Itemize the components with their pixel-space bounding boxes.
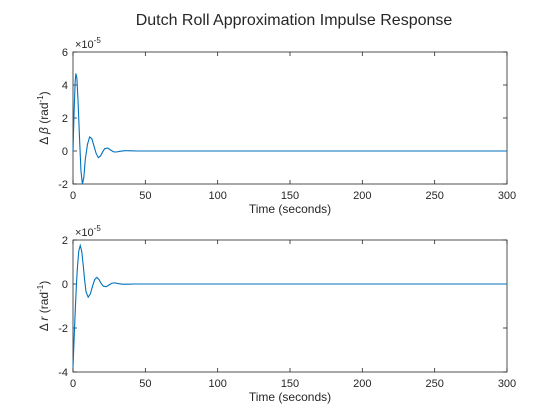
y-scale-label: ×10-5 (75, 36, 101, 51)
x-tick-label: 150 (281, 190, 299, 202)
y-tick-label: 0 (62, 146, 68, 158)
x-tick-label: 150 (281, 378, 299, 390)
x-tick-label: 200 (353, 190, 371, 202)
x-tick-label: 50 (139, 190, 151, 202)
x-tick-label: 250 (425, 190, 443, 202)
y-axis-label: Δ r (rad-1) (36, 281, 51, 332)
panel-2: 0 50 100 150 200 250 300 -4 -2 0 2 ×10-5 Time (secon… (36, 224, 516, 404)
x-tick-label: 250 (425, 378, 443, 390)
x-tick-label: 0 (70, 190, 76, 202)
x-tick-label: 300 (498, 378, 516, 390)
y-scale-label: ×10-5 (75, 224, 101, 239)
x-tick-label: 200 (353, 378, 371, 390)
plot-area (72, 51, 508, 185)
y-tick-label: 0 (62, 279, 68, 291)
chart-title: Dutch Roll Approximation Impulse Respons… (136, 12, 453, 29)
y-tick-label: -4 (58, 367, 68, 379)
y-tick-label: 2 (62, 235, 68, 247)
x-tick-label: 100 (208, 378, 226, 390)
y-axis-label: Δ β (rad-1) (36, 91, 51, 144)
x-tick-label: 100 (208, 190, 226, 202)
x-tick-label: 300 (498, 190, 516, 202)
x-tick-label: 0 (70, 378, 76, 390)
y-tick-label: -2 (58, 323, 68, 335)
plot-area (72, 239, 508, 373)
x-axis-label: Time (seconds) (249, 202, 331, 216)
y-tick-label: 2 (62, 113, 68, 125)
y-tick-label: -2 (58, 179, 68, 191)
series-line (72, 73, 507, 185)
x-axis-label: Time (seconds) (249, 390, 331, 404)
y-tick-label: 4 (62, 80, 68, 92)
y-tick-label: 6 (62, 47, 68, 59)
series-line (72, 243, 507, 368)
x-tick-label: 50 (139, 378, 151, 390)
